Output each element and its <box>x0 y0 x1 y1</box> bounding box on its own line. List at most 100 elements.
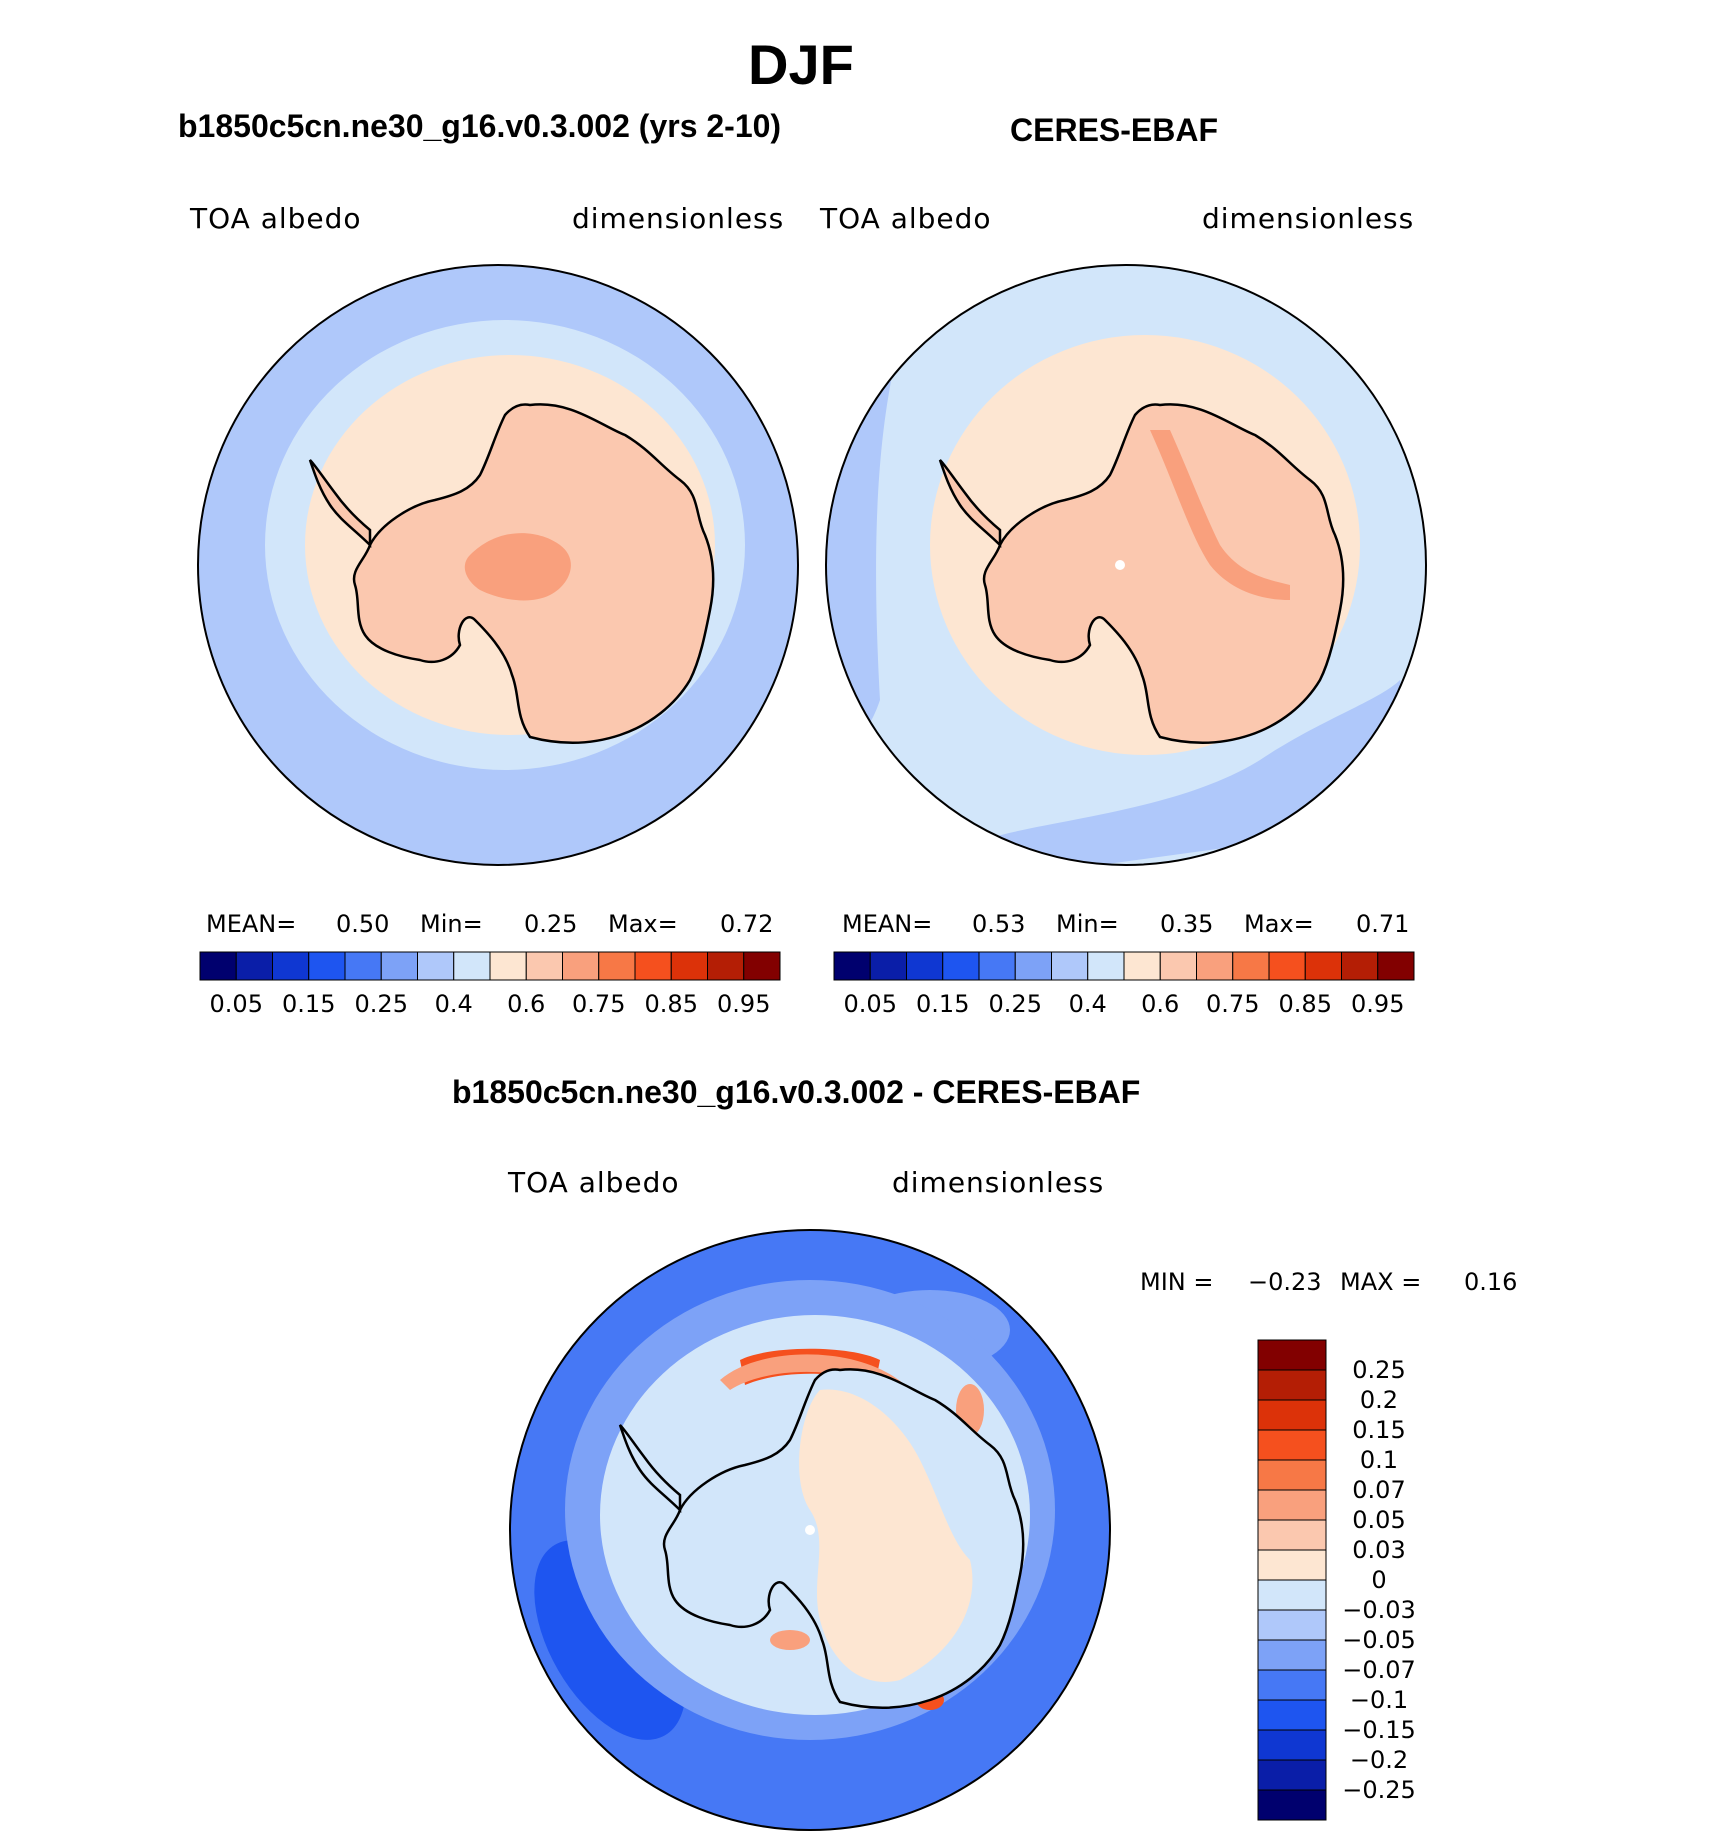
obs-colorbar-swatch <box>1123 951 1161 981</box>
obs-case-title: CERES-EBAF <box>1010 112 1219 148</box>
model-colorbar-swatch <box>525 951 563 981</box>
obs-colorbar-swatch <box>869 951 907 981</box>
model-max-value: 0.72 <box>720 910 774 938</box>
obs-colorbar-tick-label: 0.95 <box>1351 990 1405 1018</box>
model-colorbar-swatch <box>380 951 418 981</box>
diff-colorbar-swatch <box>1257 1459 1327 1491</box>
model-colorbar-tick-label: 0.95 <box>717 990 771 1018</box>
obs-colorbar-swatch <box>833 951 871 981</box>
diff-min-value: −0.23 <box>1248 1268 1322 1296</box>
diff-map-border <box>509 1229 1111 1831</box>
model-colorbar-tick-label: 0.15 <box>282 990 336 1018</box>
model-colorbar-swatch <box>235 951 273 981</box>
obs-colorbar-swatch <box>1014 951 1052 981</box>
obs-min-value: 0.35 <box>1160 910 1214 938</box>
diff-max-value: 0.16 <box>1464 1268 1518 1296</box>
diff-colorbar-swatch <box>1257 1729 1327 1761</box>
obs-colorbar-tick-label: 0.15 <box>916 990 970 1018</box>
model-colorbar-tick-label: 0.4 <box>434 990 473 1018</box>
diff-variable-label: TOA albedo <box>508 1166 680 1199</box>
model-colorbar-swatch <box>634 951 672 981</box>
obs-colorbar-swatch <box>1377 951 1415 981</box>
model-high-albedo <box>464 533 571 601</box>
obs-high-albedo-ridge <box>1150 430 1290 600</box>
diff-colorbar-swatch <box>1257 1789 1327 1821</box>
model-map-border <box>197 264 799 866</box>
model-units-label: dimensionless <box>572 202 785 235</box>
diff-colorbar-tick-label: −0.03 <box>1342 1596 1416 1624</box>
obs-max-value: 0.71 <box>1356 910 1410 938</box>
obs-mean-value: 0.53 <box>972 910 1026 938</box>
model-colorbar-tick-label: 0.85 <box>644 990 698 1018</box>
diff-colorbar-tick-label: −0.25 <box>1342 1776 1416 1804</box>
obs-colorbar-tick-label: 0.75 <box>1206 990 1260 1018</box>
obs-max-label: Max= <box>1244 910 1314 938</box>
diff-min-label: MIN = <box>1140 1268 1214 1296</box>
diff-colorbar-swatch <box>1257 1489 1327 1521</box>
obs-units-label: dimensionless <box>1202 202 1415 235</box>
obs-colorbar-tick-label: 0.05 <box>843 990 897 1018</box>
diff-colorbar-tick-label: −0.15 <box>1342 1716 1416 1744</box>
obs-colorbar-tick-label: 0.85 <box>1278 990 1332 1018</box>
model-variable-label: TOA albedo <box>190 202 362 235</box>
model-colorbar-swatch <box>670 951 708 981</box>
diff-colorbar-tick-label: 0.05 <box>1352 1506 1406 1534</box>
model-colorbar-swatch <box>308 951 346 981</box>
diff-colorbar <box>1257 1339 1327 1821</box>
obs-colorbar-swatch <box>942 951 980 981</box>
diff-colorbar-tick-label: 0.2 <box>1359 1386 1399 1414</box>
obs-min-label: Min= <box>1056 910 1119 938</box>
model-colorbar-swatch <box>453 951 491 981</box>
obs-map <box>826 265 1426 865</box>
obs-colorbar <box>833 951 1415 981</box>
diff-colorbar-swatch <box>1257 1699 1327 1731</box>
diff-units-label: dimensionless <box>892 1166 1105 1199</box>
model-colorbar-swatch <box>199 951 237 981</box>
diff-colorbar-tick-label: −0.1 <box>1349 1686 1409 1714</box>
model-case-title: b1850c5cn.ne30_g16.v0.3.002 (yrs 2-10) <box>178 108 782 144</box>
obs-colorbar-tick-label: 0.6 <box>1141 990 1180 1018</box>
diff-colorbar-tick-label: 0.07 <box>1352 1476 1406 1504</box>
model-colorbar-swatch <box>417 951 455 981</box>
diff-colorbar-swatch <box>1257 1549 1327 1581</box>
diff-colorbar-swatch <box>1257 1339 1327 1371</box>
diff-colorbar-tick-label: −0.07 <box>1342 1656 1416 1684</box>
diff-colorbar-tick-label: −0.05 <box>1342 1626 1416 1654</box>
figure-title: DJF <box>748 33 854 96</box>
obs-colorbar-swatch <box>906 951 944 981</box>
diff-colorbar-swatch <box>1257 1429 1327 1461</box>
obs-colorbar-swatch <box>978 951 1016 981</box>
diff-colorbar-swatch <box>1257 1609 1327 1641</box>
model-colorbar-swatch <box>272 951 310 981</box>
diff-colorbar-swatch <box>1257 1519 1327 1551</box>
model-colorbar <box>199 951 781 981</box>
obs-colorbar-swatch <box>1051 951 1089 981</box>
diff-colorbar-swatch <box>1257 1369 1327 1401</box>
model-mean-label: MEAN= <box>206 910 297 938</box>
obs-colorbar-swatch <box>1304 951 1342 981</box>
diff-colorbar-tick-label: −0.2 <box>1349 1746 1409 1774</box>
model-min-label: Min= <box>420 910 483 938</box>
diff-colorbar-tick-label: 0.03 <box>1352 1536 1406 1564</box>
model-colorbar-swatch <box>598 951 636 981</box>
diff-colorbar-tick-label: 0 <box>1371 1566 1387 1594</box>
diff-positive-area <box>799 1389 973 1682</box>
model-max-label: Max= <box>608 910 678 938</box>
obs-variable-label: TOA albedo <box>820 202 992 235</box>
diff-colorbar-swatch <box>1257 1669 1327 1701</box>
obs-colorbar-tick-label: 0.25 <box>988 990 1042 1018</box>
diff-colorbar-tick-label: 0.25 <box>1352 1356 1406 1384</box>
obs-map-border <box>825 264 1427 866</box>
diff-colorbar-tick-label: 0.15 <box>1352 1416 1406 1444</box>
model-colorbar-swatch <box>707 951 745 981</box>
model-map <box>198 265 798 865</box>
obs-colorbar-swatch <box>1196 951 1234 981</box>
diff-colorbar-tick-label: 0.1 <box>1359 1446 1399 1474</box>
model-colorbar-tick-label: 0.6 <box>507 990 546 1018</box>
model-min-value: 0.25 <box>524 910 578 938</box>
model-colorbar-swatch <box>489 951 527 981</box>
obs-mean-label: MEAN= <box>842 910 933 938</box>
diff-case-title: b1850c5cn.ne30_g16.v0.3.002 - CERES-EBAF <box>452 1074 1141 1110</box>
diff-colorbar-swatch <box>1257 1639 1327 1671</box>
